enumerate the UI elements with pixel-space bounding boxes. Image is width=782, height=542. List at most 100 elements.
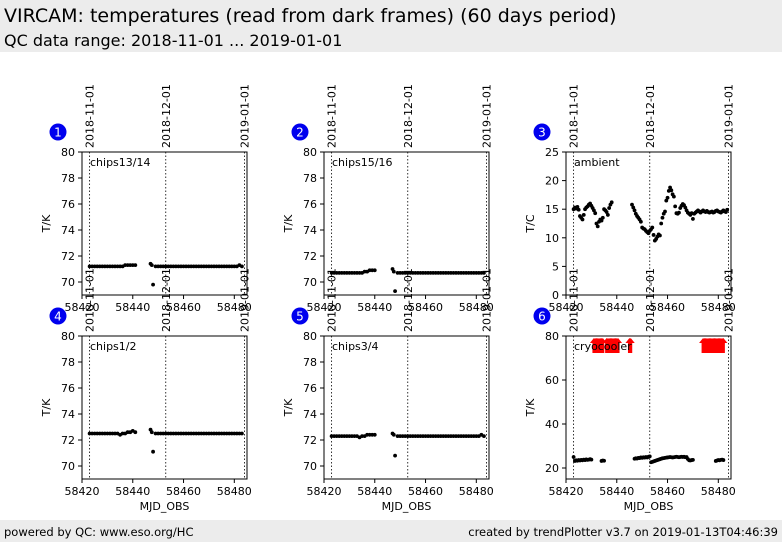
panel-number-badge: [49, 123, 67, 141]
data-point: [660, 215, 665, 220]
x-tick-label: 58420: [65, 301, 100, 314]
panel-number: 5: [296, 310, 304, 324]
panel-label: chips1/2: [90, 340, 137, 353]
data-point: [595, 224, 600, 229]
date-label: 2018-11-01: [84, 268, 97, 332]
panel-number-badge: [291, 307, 309, 325]
y-tick-label: 74: [303, 408, 317, 421]
y-tick-label: 74: [61, 408, 75, 421]
date-label: 2018-11-01: [568, 268, 581, 332]
data-point: [589, 457, 594, 462]
data-point: [599, 218, 604, 223]
y-tick-label: 76: [303, 382, 317, 395]
x-tick-label: 58420: [307, 301, 342, 314]
y-axis-label: T/K: [282, 214, 295, 233]
panel-number-badge: [49, 307, 67, 325]
panel-label: ambient: [574, 156, 620, 169]
data-point: [677, 210, 681, 215]
upper-limit-marker: [629, 343, 633, 353]
footer-bar: powered by QC: www.eso.org/HC created by…: [0, 520, 782, 542]
data-point: [638, 219, 643, 224]
y-tick-label: 80: [545, 330, 559, 343]
data-point: [133, 430, 138, 435]
x-tick-label: 58420: [307, 485, 342, 498]
x-tick-label: 58440: [357, 301, 392, 314]
panel-number-badge: [533, 123, 551, 141]
data-point: [133, 263, 138, 267]
y-tick-label: 78: [61, 356, 75, 369]
x-tick-label: 58460: [650, 301, 685, 314]
y-tick-label: 76: [61, 382, 75, 395]
x-tick-label: 58480: [459, 485, 494, 498]
data-point: [393, 453, 397, 458]
upper-limit-marker: [616, 343, 620, 353]
panel-label: chips3/4: [332, 340, 379, 353]
data-point: [721, 458, 726, 462]
data-point: [664, 198, 669, 203]
y-axis-label: T/K: [40, 214, 53, 233]
data-point: [631, 205, 636, 210]
data-point: [240, 431, 244, 436]
panel-number: 4: [54, 310, 62, 324]
panel-number: 2: [296, 126, 304, 140]
date-label: 2019-01-01: [480, 84, 493, 148]
data-point: [630, 202, 634, 207]
x-tick-label: 58460: [650, 485, 685, 498]
y-tick-label: 70: [303, 460, 317, 473]
x-tick-label: 58460: [408, 301, 443, 314]
x-axis-label: MJD_OBS: [140, 500, 190, 513]
y-tick-label: 76: [303, 198, 317, 211]
data-point: [602, 458, 606, 463]
y-tick-label: 40: [545, 418, 559, 431]
x-tick-label: 58480: [459, 301, 494, 314]
data-point: [151, 449, 155, 454]
chart-panel-2: 2018-11-01 2018-12-01 2019-01-01 70 72 74 76 78…: [282, 84, 494, 314]
data-point: [576, 207, 581, 212]
data-point: [580, 217, 585, 222]
upper-limit-marker: [721, 343, 725, 353]
data-point: [673, 204, 678, 209]
date-label: 2018-12-01: [160, 268, 173, 332]
chart-panel-4: 2018-11-01 2018-12-01 2019-01-01 70 72 74 76 78…: [40, 268, 252, 513]
y-axis-label: T/K: [282, 398, 295, 417]
data-point: [391, 432, 396, 437]
data-point: [151, 282, 155, 287]
data-point: [571, 455, 576, 459]
x-tick-label: 58480: [701, 485, 736, 498]
data-point: [609, 200, 614, 205]
date-label: 2018-11-01: [568, 84, 581, 148]
date-label: 2018-11-01: [326, 268, 339, 332]
x-tick-label: 58440: [599, 301, 634, 314]
data-point: [651, 233, 656, 237]
panel-number: 6: [538, 310, 546, 324]
y-tick-label: 78: [61, 172, 75, 185]
data-point: [240, 264, 244, 269]
data-point: [650, 225, 655, 230]
date-label: 2019-01-01: [722, 84, 735, 148]
y-tick-label: 80: [61, 146, 75, 159]
x-tick-label: 58440: [115, 301, 150, 314]
data-point: [482, 434, 486, 438]
panel-label: chips15/16: [332, 156, 393, 169]
plot-frame: [323, 335, 490, 480]
panel-number: 1: [54, 126, 62, 140]
chart-panel-6: 2018-11-01 2018-12-01 2019-01-01 20 40 60 80 58…: [524, 268, 736, 513]
data-point: [659, 221, 664, 226]
y-tick-label: 0: [552, 289, 559, 302]
data-point: [671, 194, 676, 199]
date-label: 2019-01-01: [722, 268, 735, 332]
upper-limit-marker: [601, 343, 605, 353]
panel-label: cryocooler: [574, 340, 632, 353]
page-title: VIRCAM: temperatures (read from dark fra…: [4, 5, 617, 27]
y-axis-label: T/K: [524, 398, 537, 417]
data-point: [725, 207, 730, 212]
x-tick-label: 58460: [166, 485, 201, 498]
data-point: [372, 432, 377, 437]
y-tick-label: 78: [303, 172, 317, 185]
date-label: 2019-01-01: [480, 268, 493, 332]
panel-number: 3: [538, 126, 546, 140]
x-tick-label: 58420: [549, 485, 584, 498]
y-tick-label: 15: [545, 203, 559, 216]
date-label: 2018-12-01: [402, 84, 415, 148]
